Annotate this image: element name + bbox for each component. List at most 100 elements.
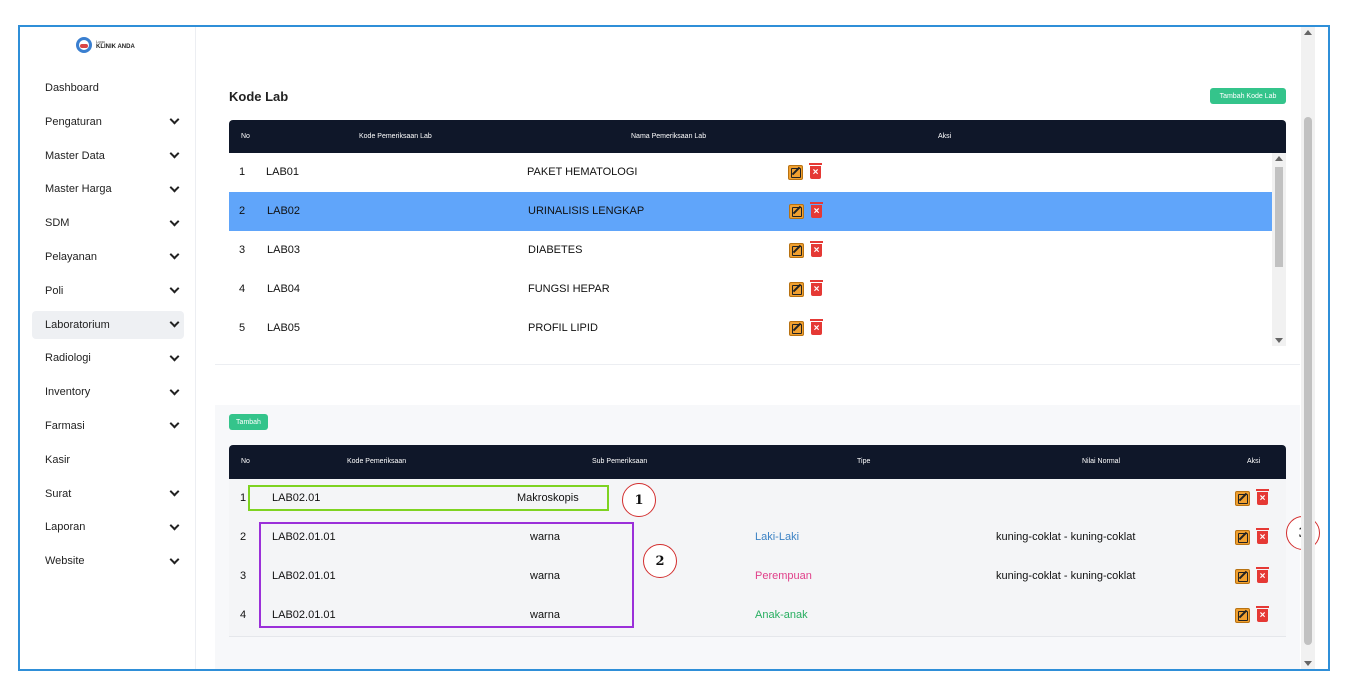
edit-icon[interactable] xyxy=(788,165,803,180)
scroll-down-arrow-icon[interactable] xyxy=(1304,661,1312,666)
chevron-down-icon xyxy=(169,182,180,193)
edit-icon[interactable] xyxy=(789,321,804,336)
sidebar-item-pengaturan[interactable]: Pengaturan xyxy=(32,108,184,136)
table-row[interactable]: 2 LAB02.01.01 warna Laki-Laki kuning-cok… xyxy=(229,518,1286,557)
table-row-selected[interactable]: 2 LAB02 URINALISIS LENGKAP xyxy=(229,192,1272,231)
sidebar-item-inventory[interactable]: Inventory xyxy=(32,378,184,406)
delete-icon[interactable] xyxy=(810,241,823,257)
delete-icon[interactable] xyxy=(1256,528,1269,544)
edit-icon[interactable] xyxy=(1235,530,1250,545)
page-scrollbar-thumb[interactable] xyxy=(1304,117,1312,645)
row-number: 2 xyxy=(239,205,246,217)
sidebar-item-label: Surat xyxy=(45,487,72,500)
page-scrollbar[interactable] xyxy=(1301,27,1315,669)
sidebar-item-label: Poli xyxy=(45,284,64,297)
row-number: 2 xyxy=(240,531,247,543)
table-scrollbar-thumb[interactable] xyxy=(1275,167,1283,267)
column-header-no: No xyxy=(241,133,250,140)
edit-icon[interactable] xyxy=(1235,491,1250,506)
table-row[interactable]: 4 LAB04 FUNGSI HEPAR xyxy=(229,270,1272,309)
row-kode: LAB02.01.01 xyxy=(272,570,336,582)
row-nama: PROFIL LIPID xyxy=(528,322,598,334)
sidebar-item-master-data[interactable]: Master Data xyxy=(32,142,184,170)
column-header-nama: Nama Pemeriksaan Lab xyxy=(631,133,707,140)
row-tipe: Laki-Laki xyxy=(755,531,800,543)
delete-icon[interactable] xyxy=(810,202,823,218)
edit-icon[interactable] xyxy=(1235,608,1250,623)
column-header-tipe: Tipe xyxy=(857,458,871,465)
main-content: Kode Lab Tambah Kode Lab No Kode Pemerik… xyxy=(197,27,1320,669)
sidebar-item-label: Pelayanan xyxy=(45,250,97,263)
sidebar-item-label: Inventory xyxy=(45,386,91,399)
sidebar-item-sdm[interactable]: SDM xyxy=(32,209,184,237)
delete-icon[interactable] xyxy=(1256,567,1269,583)
sidebar-item-label: Laporan xyxy=(45,521,86,534)
add-kode-lab-button[interactable]: Tambah Kode Lab xyxy=(1210,88,1286,104)
delete-icon[interactable] xyxy=(1256,606,1269,622)
edit-icon[interactable] xyxy=(1235,569,1250,584)
sub-table-header: No Kode Pemeriksaan Sub Pemeriksaan Tipe… xyxy=(229,445,1286,479)
kode-lab-card: Kode Lab Tambah Kode Lab No Kode Pemerik… xyxy=(215,75,1300,365)
highlight-box-purple xyxy=(259,522,634,628)
delete-icon[interactable] xyxy=(1256,489,1269,505)
delete-icon[interactable] xyxy=(809,163,822,179)
sidebar-item-poli[interactable]: Poli xyxy=(32,277,184,305)
table-row[interactable]: 1 LAB01 PAKET HEMATOLOGI xyxy=(229,153,1272,192)
row-number: 4 xyxy=(240,609,247,621)
sidebar-item-laboratorium[interactable]: Laboratorium xyxy=(32,310,184,339)
table-row[interactable]: 5 LAB05 PROFIL LIPID xyxy=(229,309,1272,346)
sidebar-item-label: Website xyxy=(45,555,85,568)
column-header-nilai: Nilai Normal xyxy=(1082,458,1121,465)
sidebar-item-laporan[interactable]: Laporan xyxy=(32,513,184,541)
add-sub-button[interactable]: Tambah xyxy=(229,414,268,430)
column-header-sub: Sub Pemeriksaan xyxy=(592,458,648,465)
delete-icon[interactable] xyxy=(810,280,823,296)
sidebar-item-label: Master Data xyxy=(45,149,105,162)
kode-lab-table-body: 1 LAB01 PAKET HEMATOLOGI 2 LAB02 URINALI… xyxy=(229,153,1286,346)
edit-icon[interactable] xyxy=(789,204,804,219)
table-row[interactable]: 1 LAB02.01 Makroskopis xyxy=(229,479,1286,518)
row-kode: LAB01 xyxy=(266,166,300,178)
edit-icon[interactable] xyxy=(789,282,804,297)
sidebar-item-radiologi[interactable]: Radiologi xyxy=(32,344,184,372)
table-row[interactable]: 3 LAB02.01.01 warna Perempuan kuning-cok… xyxy=(229,557,1286,596)
table-row[interactable]: 3 LAB03 DIABETES xyxy=(229,231,1272,270)
row-sub: warna xyxy=(530,570,560,582)
sub-table-body: 1 LAB02.01 Makroskopis 2 LAB02.01.01 war… xyxy=(229,479,1286,637)
app-window: Logo KLINIK ANDA Dashboard Pengaturan Ma… xyxy=(18,25,1330,671)
sidebar-item-dashboard[interactable]: Dashboard xyxy=(32,74,184,102)
sidebar-nav: Dashboard Pengaturan Master Data Master … xyxy=(32,74,184,581)
delete-icon[interactable] xyxy=(810,319,823,335)
table-scrollbar[interactable] xyxy=(1272,153,1286,346)
column-header-no: No xyxy=(241,458,250,465)
row-number: 1 xyxy=(240,492,247,504)
sidebar-item-label: Farmasi xyxy=(45,419,85,432)
row-kode: LAB02 xyxy=(267,205,301,217)
column-header-kode: Kode Pemeriksaan xyxy=(347,458,407,465)
chevron-down-icon xyxy=(169,351,180,362)
scroll-up-arrow-icon[interactable] xyxy=(1275,156,1283,161)
sidebar-item-kasir[interactable]: Kasir xyxy=(32,446,184,474)
sidebar-item-pelayanan[interactable]: Pelayanan xyxy=(32,243,184,271)
sidebar-item-surat[interactable]: Surat xyxy=(32,480,184,508)
table-row[interactable]: 4 LAB02.01.01 warna Anak-anak xyxy=(229,596,1286,635)
sidebar-item-master-harga[interactable]: Master Harga xyxy=(32,175,184,203)
sidebar-item-farmasi[interactable]: Farmasi xyxy=(32,412,184,440)
row-nama: DIABETES xyxy=(528,244,583,256)
sidebar-item-label: Kasir xyxy=(45,453,71,466)
scroll-up-arrow-icon[interactable] xyxy=(1304,30,1312,35)
row-number: 3 xyxy=(240,570,247,582)
chevron-down-icon xyxy=(169,114,180,125)
sidebar-item-website[interactable]: Website xyxy=(32,547,184,575)
column-header-aksi: Aksi xyxy=(1247,458,1261,465)
chevron-down-icon xyxy=(169,250,180,260)
row-sub: warna xyxy=(530,609,560,621)
chevron-down-icon xyxy=(169,216,180,227)
row-number: 1 xyxy=(239,166,246,178)
chevron-down-icon xyxy=(169,554,180,565)
edit-icon[interactable] xyxy=(789,243,804,258)
row-kode: LAB05 xyxy=(267,322,301,334)
row-kode: LAB02.01.01 xyxy=(272,531,336,543)
scroll-down-arrow-icon[interactable] xyxy=(1275,338,1283,343)
chevron-down-icon xyxy=(169,520,180,531)
